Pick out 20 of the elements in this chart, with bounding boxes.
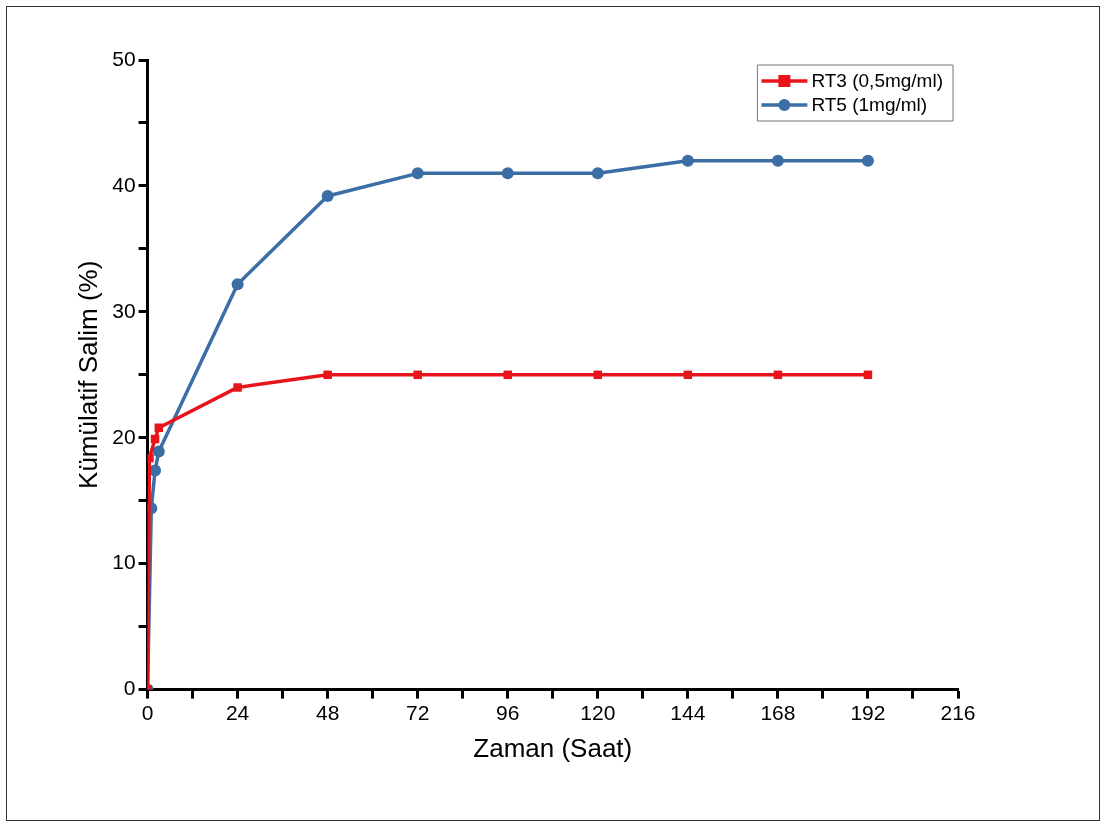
x-tick-label: 120 bbox=[580, 701, 616, 724]
x-tick-label: 144 bbox=[670, 701, 706, 724]
x-tick-label: 24 bbox=[225, 701, 250, 724]
y-axis-title: Kümülatif Salim (%) bbox=[72, 260, 103, 489]
x-tick-label: 216 bbox=[940, 701, 976, 724]
x-tick-label: 96 bbox=[496, 701, 520, 724]
x-tick-label: 0 bbox=[141, 701, 154, 724]
y-tick-label: 0 bbox=[123, 676, 136, 700]
y-tick-label: 40 bbox=[112, 172, 136, 196]
legend-label: RT5 (1mg/ml) bbox=[811, 94, 928, 116]
y-tick-label: 10 bbox=[112, 550, 136, 574]
y-tick-label: 30 bbox=[112, 298, 136, 322]
legend-label: RT3 (0,5mg/ml) bbox=[811, 70, 944, 92]
x-axis-title: Zaman (Saat) bbox=[473, 732, 633, 763]
x-tick-label: 72 bbox=[406, 701, 430, 724]
y-tick-label: 20 bbox=[112, 424, 136, 448]
x-tick-label: 192 bbox=[850, 701, 886, 724]
x-tick-label: 168 bbox=[760, 701, 796, 724]
x-tick-label: 48 bbox=[315, 701, 340, 724]
y-tick-label: 50 bbox=[112, 46, 136, 70]
